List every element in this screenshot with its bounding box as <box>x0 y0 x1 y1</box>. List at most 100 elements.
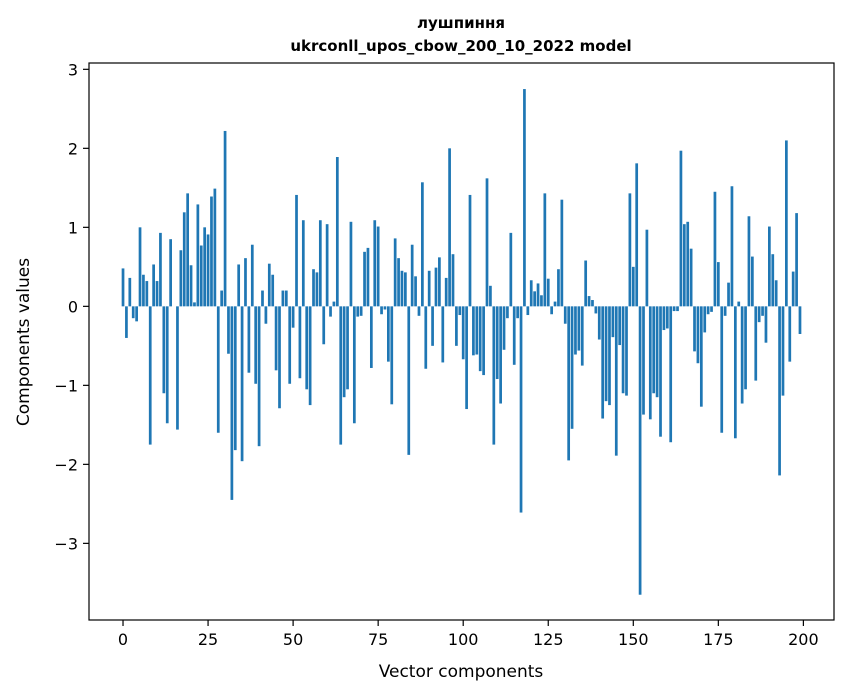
bar-137 <box>587 296 591 307</box>
bar-100 <box>461 306 465 360</box>
bar-180 <box>733 306 737 439</box>
x-tick-label: 150 <box>618 630 649 649</box>
bar-70 <box>359 306 363 316</box>
bar-160 <box>665 306 669 329</box>
y-tick-label: 1 <box>68 218 78 237</box>
bar-75 <box>376 226 380 307</box>
bar-123 <box>540 295 543 307</box>
bar-194 <box>781 306 785 396</box>
bar-78 <box>387 306 390 362</box>
y-tick-label: 3 <box>68 60 78 79</box>
bar-3 <box>131 306 135 319</box>
bar-48 <box>284 290 288 307</box>
bar-146 <box>618 306 622 346</box>
bar-42 <box>264 306 268 324</box>
bar-166 <box>686 221 690 307</box>
bar-153 <box>642 306 645 415</box>
bar-185 <box>751 256 754 307</box>
bar-24 <box>203 227 207 307</box>
bar-157 <box>655 306 659 398</box>
bar-64 <box>339 306 343 445</box>
bar-96 <box>448 148 451 307</box>
bar-149 <box>628 193 632 307</box>
bar-90 <box>427 270 431 307</box>
x-tick-label: 100 <box>448 630 479 649</box>
bar-172 <box>706 306 710 315</box>
bar-57 <box>315 272 319 307</box>
bar-32 <box>230 306 234 500</box>
bar-34 <box>237 264 241 307</box>
bar-92 <box>434 267 438 307</box>
x-axis-label: Vector components <box>379 662 544 682</box>
bar-81 <box>397 258 400 307</box>
bar-154 <box>645 229 649 307</box>
bar-10 <box>155 281 159 307</box>
bar-175 <box>716 262 720 307</box>
bar-109 <box>492 306 496 445</box>
bar-49 <box>288 306 292 384</box>
bar-93 <box>438 257 441 307</box>
y-tick-label: 0 <box>68 297 78 316</box>
bar-164 <box>679 150 683 307</box>
bar-189 <box>764 306 768 343</box>
bar-45 <box>274 306 278 371</box>
bar-190 <box>768 226 771 307</box>
x-tick-label: 50 <box>283 630 303 649</box>
bar-105 <box>478 306 482 372</box>
bar-91 <box>431 306 434 346</box>
bar-186 <box>754 306 758 381</box>
bar-43 <box>267 263 271 307</box>
bar-178 <box>727 282 730 307</box>
bar-16 <box>176 306 179 430</box>
bar-152 <box>638 306 642 595</box>
bar-5 <box>138 227 142 307</box>
bar-62 <box>332 301 336 307</box>
bar-74 <box>373 220 377 307</box>
bar-125 <box>546 278 550 307</box>
bar-136 <box>584 260 588 307</box>
bar-111 <box>499 306 502 404</box>
bar-89 <box>424 306 428 369</box>
bar-151 <box>635 163 639 307</box>
bar-121 <box>533 291 536 307</box>
bar-182 <box>740 306 744 404</box>
bar-138 <box>591 300 594 307</box>
bar-47 <box>281 290 285 307</box>
bar-11 <box>159 232 162 307</box>
bar-8 <box>148 306 152 445</box>
bar-183 <box>744 306 747 390</box>
bar-37 <box>247 306 251 373</box>
bar-31 <box>227 306 230 354</box>
bar-95 <box>444 277 448 307</box>
bar-192 <box>774 280 778 307</box>
bar-20 <box>189 265 193 307</box>
bar-86 <box>414 276 417 307</box>
bar-41 <box>261 290 264 307</box>
bar-25 <box>206 234 210 307</box>
bar-117 <box>519 306 523 513</box>
bar-106 <box>482 306 485 376</box>
bar-51 <box>295 194 298 307</box>
bar-35 <box>240 306 244 462</box>
bar-184 <box>747 216 751 307</box>
bar-193 <box>778 306 781 476</box>
bar-177 <box>723 306 727 316</box>
bar-80 <box>393 238 397 307</box>
bar-4 <box>135 306 138 322</box>
bar-82 <box>400 270 404 307</box>
bar-66 <box>346 306 349 390</box>
bar-144 <box>611 306 615 338</box>
bar-0 <box>121 268 125 307</box>
chart-title-group: лушпиння ukrconll_upos_cbow_200_10_2022 … <box>290 14 631 55</box>
bar-162 <box>672 306 676 312</box>
bar-39 <box>254 306 258 384</box>
bar-54 <box>305 306 309 390</box>
bar-33 <box>233 306 237 451</box>
chart-title: лушпиння <box>417 14 505 32</box>
bar-83 <box>404 272 407 307</box>
bar-130 <box>563 306 567 324</box>
bar-107 <box>485 178 489 307</box>
bar-158 <box>659 306 662 437</box>
bar-98 <box>455 306 458 346</box>
bar-156 <box>652 306 656 394</box>
